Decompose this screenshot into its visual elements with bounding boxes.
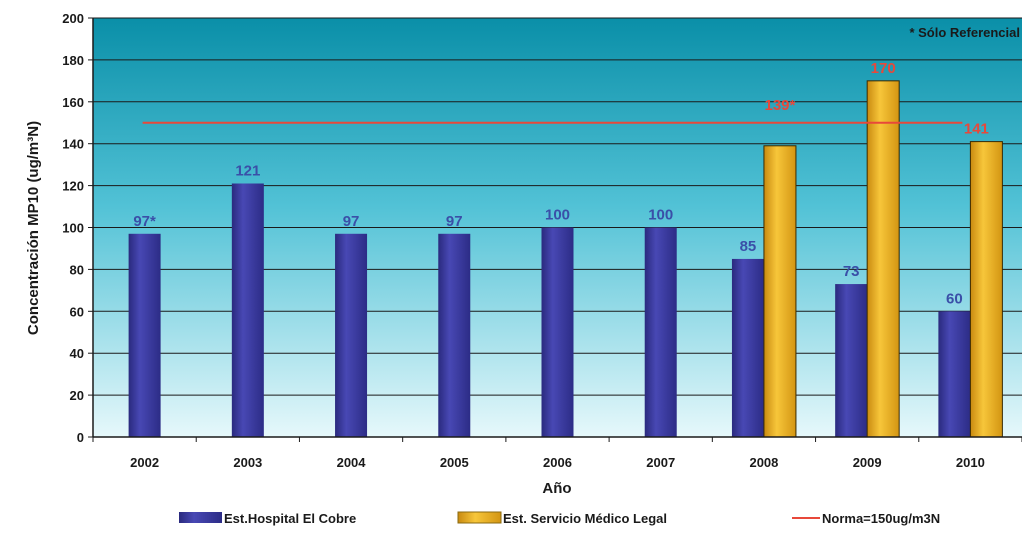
legend-item-hospital: Est.Hospital El Cobre <box>179 511 356 526</box>
legend-label-norma: Norma=150ug/m3N <box>822 511 940 526</box>
y-tick-label: 200 <box>62 11 84 26</box>
legend-swatch-servicio-medico <box>457 511 502 524</box>
bar-hospital <box>938 311 971 437</box>
x-tick-label: 2010 <box>956 455 985 470</box>
data-label-hospital: 100 <box>545 207 570 224</box>
data-label-hospital: 97* <box>133 213 156 230</box>
y-tick-label: 80 <box>70 262 84 277</box>
data-label-hospital: 97 <box>343 213 360 230</box>
x-tick-label: 2004 <box>337 455 367 470</box>
data-label-servicio-medico: 141 <box>964 121 989 138</box>
y-tick-label: 120 <box>62 179 84 194</box>
data-labels: 97* 121 97 97 100 100 85 139* 73 170 60 141 <box>133 60 989 307</box>
y-tick-label: 0 <box>77 430 84 445</box>
x-tick-label: 2006 <box>543 455 572 470</box>
bar-hospital <box>438 233 471 437</box>
legend-label-hospital: Est.Hospital El Cobre <box>224 511 356 526</box>
bar-hospital <box>644 227 677 437</box>
data-label-hospital: 85 <box>740 238 757 255</box>
y-tick-label: 20 <box>70 388 84 403</box>
bar-hospital <box>335 233 368 437</box>
data-label-hospital: 60 <box>946 290 963 307</box>
legend-item-norma: Norma=150ug/m3N <box>792 511 940 526</box>
legend-swatch-hospital <box>179 512 222 523</box>
bars <box>128 80 1003 438</box>
y-tick-label: 60 <box>70 304 84 319</box>
bar-hospital <box>231 183 264 437</box>
bar-servicio-medico <box>763 145 797 438</box>
x-tick-label: 2003 <box>233 455 262 470</box>
x-tick-label: 2005 <box>440 455 469 470</box>
data-label-servicio-medico: 139* <box>765 97 796 114</box>
legend-item-servicio-medico: Est. Servicio Médico Legal <box>457 511 667 526</box>
x-tick-label: 2008 <box>749 455 778 470</box>
y-axis-title: Concentración MP10 (ug/m³N) <box>25 121 42 335</box>
bar-hospital <box>128 233 161 437</box>
data-label-hospital: 73 <box>843 263 860 280</box>
y-tick-label: 100 <box>62 221 84 236</box>
y-tick-label: 140 <box>62 137 84 152</box>
x-tick-label: 2002 <box>130 455 159 470</box>
x-tick-label: 2009 <box>853 455 882 470</box>
y-tick-label: 40 <box>70 346 84 361</box>
data-label-hospital: 121 <box>235 163 260 180</box>
data-label-hospital: 97 <box>446 213 463 230</box>
bar-hospital <box>835 284 868 437</box>
data-label-hospital: 100 <box>648 207 673 224</box>
bar-servicio-medico <box>866 80 900 438</box>
legend-label-servicio-medico: Est. Servicio Médico Legal <box>503 511 667 526</box>
bar-hospital <box>541 227 574 437</box>
legend: Est.Hospital El Cobre Est. Servicio Médi… <box>179 511 940 526</box>
axes: 0 20 40 60 80 100 120 140 160 180 200 2002 2003 2004 2… <box>62 11 1022 470</box>
x-axis-title: Año <box>542 480 571 497</box>
annotation-note: * Sólo Referencial <box>909 25 1020 40</box>
bar-servicio-medico <box>969 141 1003 438</box>
y-tick-label: 180 <box>62 53 84 68</box>
bar-hospital <box>731 258 764 437</box>
x-tick-label: 2007 <box>646 455 675 470</box>
data-label-servicio-medico: 170 <box>871 60 896 77</box>
y-tick-label: 160 <box>62 95 84 110</box>
